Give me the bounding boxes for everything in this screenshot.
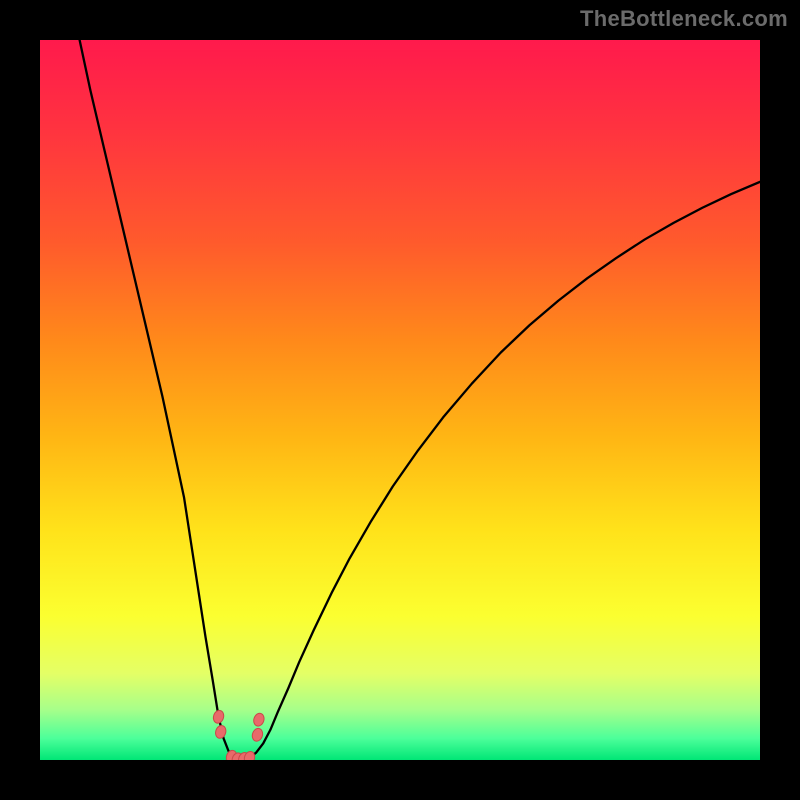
outer-frame: TheBottleneck.com [0, 0, 800, 800]
chart-svg [40, 40, 760, 760]
watermark-text: TheBottleneck.com [580, 6, 788, 32]
gradient-background [40, 40, 760, 760]
plot-area [40, 40, 760, 760]
